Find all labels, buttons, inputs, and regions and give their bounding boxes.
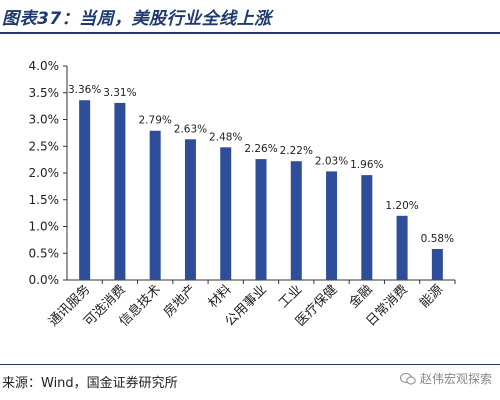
data-label: 3.31% [103, 87, 136, 99]
bar [431, 248, 443, 280]
x-tick-label: 材料 [206, 282, 235, 311]
y-tick-label: 0.5% [29, 246, 60, 260]
data-label: 2.48% [209, 131, 242, 143]
y-tick-label: 2.0% [29, 166, 60, 180]
wechat-icon [399, 372, 416, 385]
x-tick-label: 工业 [276, 282, 305, 311]
data-label: 1.20% [385, 200, 418, 212]
bar [184, 139, 196, 280]
data-label: 2.63% [174, 123, 207, 135]
data-label: 3.36% [68, 84, 101, 96]
x-tick-label: 能源 [417, 282, 446, 311]
data-label: 2.26% [244, 143, 277, 155]
bar-chart: 0.0% 0.5% 1.0% 1.5% 2.0% 2.5% 3.0% 3.5% 4.0% 3.36… [29, 59, 456, 330]
x-tick-label: 房地产 [160, 282, 199, 321]
title-bar: 图表37：当周，美股行业全线上涨 [0, 0, 500, 34]
bar [326, 171, 338, 280]
data-label: 2.79% [139, 115, 172, 127]
y-tick-label: 1.5% [29, 193, 60, 207]
y-tick-label: 2.5% [29, 139, 60, 153]
watermark: 赵伟宏观探索 [399, 370, 492, 387]
bar [396, 215, 408, 280]
bar [149, 130, 161, 280]
data-label: 2.22% [280, 145, 313, 157]
bar [361, 175, 373, 280]
data-label: 2.03% [315, 155, 348, 167]
x-tick-label: 金融 [346, 282, 376, 312]
y-tick-label: 0.0% [29, 273, 60, 287]
footer-divider [0, 364, 500, 365]
title-divider [0, 32, 500, 34]
watermark-text: 赵伟宏观探索 [419, 372, 492, 386]
y-tick-label: 4.0% [29, 59, 60, 73]
bar [255, 159, 267, 280]
y-tick-label: 1.0% [29, 220, 60, 234]
data-label: 0.58% [421, 233, 454, 245]
y-tick-label: 3.5% [29, 86, 60, 100]
source-note: 来源：Wind，国金证券研究所 [2, 376, 178, 391]
bar [79, 100, 91, 281]
page-title: 图表37：当周，美股行业全线上涨 [2, 9, 272, 29]
bar [114, 102, 126, 280]
bar [220, 147, 232, 280]
y-tick-label: 3.0% [29, 113, 60, 127]
bar [290, 161, 302, 280]
data-label: 1.96% [350, 159, 383, 171]
